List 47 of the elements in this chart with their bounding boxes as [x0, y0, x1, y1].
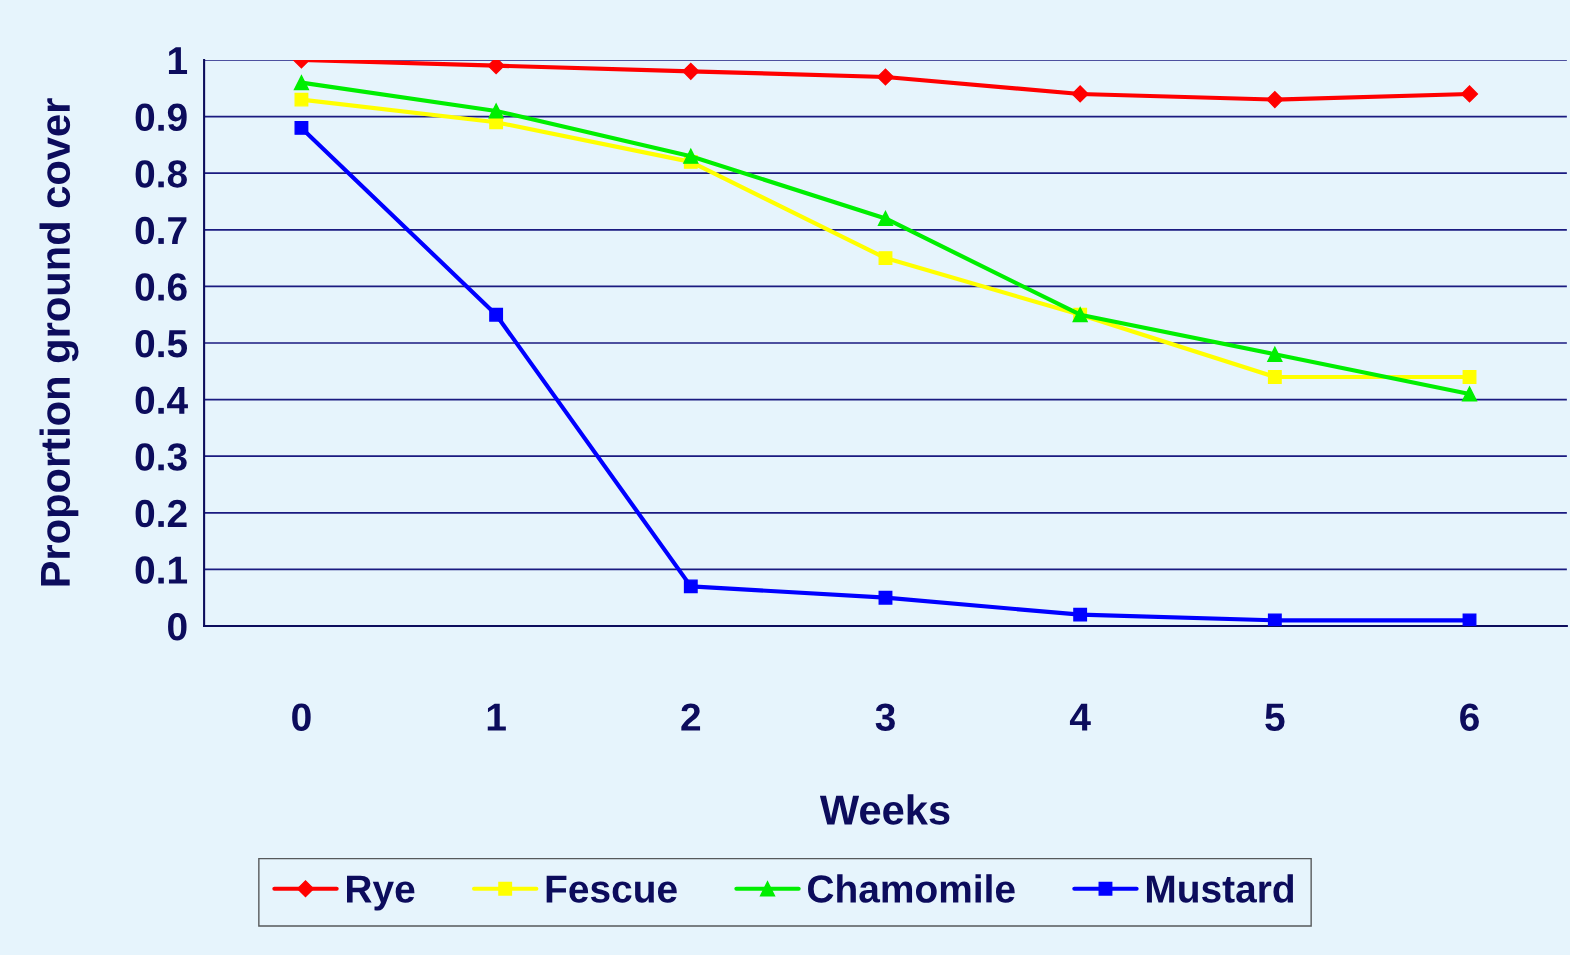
- x-tick-label: 2: [681, 703, 701, 731]
- point: [1266, 91, 1284, 109]
- point: [876, 68, 895, 86]
- y-tick-label: 0: [168, 612, 187, 641]
- point: [1071, 85, 1089, 103]
- point: [1267, 346, 1283, 362]
- y-tick-label: 0.4: [135, 386, 188, 415]
- y-tick-label: 0.5: [135, 329, 188, 358]
- x-tick-label: 4: [1069, 703, 1091, 731]
- x-tick-label: 1: [487, 703, 506, 731]
- y-tick-label: 0.1: [135, 556, 188, 584]
- point: [1462, 370, 1477, 384]
- x-tick-label: 0: [292, 703, 311, 731]
- x-tick-label: 3: [875, 703, 895, 732]
- point: [294, 92, 309, 107]
- point: [878, 590, 893, 605]
- x-tick-label: 6: [1460, 703, 1479, 731]
- y-tick-label: 0.2: [135, 499, 187, 528]
- point: [293, 75, 310, 91]
- y-tick-label: 0.9: [135, 103, 187, 132]
- point: [487, 60, 505, 75]
- point: [1267, 370, 1282, 384]
- point: [878, 251, 893, 266]
- point: [488, 103, 504, 119]
- point: [1460, 85, 1479, 103]
- point: [294, 120, 309, 135]
- y-axis-title: Proportion ground cover: [39, 98, 79, 586]
- legend-label: Chamomile: [808, 874, 1015, 903]
- x-axis-title: Weeks: [819, 794, 950, 825]
- point: [1462, 613, 1477, 626]
- y-tick-label: 0.6: [135, 273, 187, 301]
- point: [1267, 613, 1282, 626]
- y-tick-label: 0.7: [135, 216, 187, 245]
- legend-label: Fescue: [546, 875, 677, 903]
- x-tick-label: 5: [1265, 703, 1285, 731]
- y-tick-label: 1: [168, 47, 188, 75]
- point: [1073, 607, 1088, 622]
- legend-label: Mustard: [1146, 874, 1294, 903]
- point: [877, 210, 894, 227]
- point: [683, 148, 699, 164]
- y-tick-label: 0.8: [135, 160, 187, 188]
- y-tick-label: 0.3: [135, 443, 187, 471]
- point: [489, 307, 504, 322]
- point: [682, 62, 700, 80]
- legend-label: Rye: [347, 875, 415, 911]
- point: [1461, 386, 1478, 402]
- point: [683, 579, 698, 594]
